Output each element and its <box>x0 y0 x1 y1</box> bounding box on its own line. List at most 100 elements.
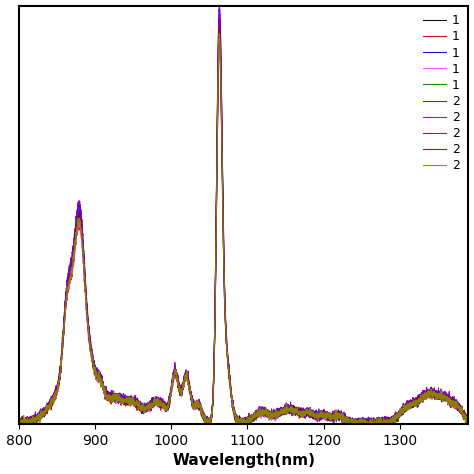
1 <box>17 421 23 427</box>
1 <box>409 401 414 407</box>
2 <box>16 421 22 427</box>
1 <box>208 416 214 421</box>
1 <box>94 377 100 383</box>
1 <box>465 419 471 424</box>
1 <box>94 373 100 379</box>
1 <box>409 403 414 409</box>
2 <box>457 407 463 412</box>
2 <box>16 421 22 427</box>
2 <box>208 417 214 423</box>
Line: 2: 2 <box>19 34 468 424</box>
2 <box>18 421 23 427</box>
1 <box>16 419 22 425</box>
1 <box>457 404 463 410</box>
1 <box>189 399 194 405</box>
2 <box>189 392 194 398</box>
1 <box>208 419 214 425</box>
1 <box>17 421 22 427</box>
1 <box>16 421 22 427</box>
2 <box>409 401 414 406</box>
2 <box>67 263 73 269</box>
Line: 1: 1 <box>19 37 468 424</box>
X-axis label: Wavelength(nm): Wavelength(nm) <box>172 454 315 468</box>
2 <box>217 7 222 13</box>
2 <box>217 13 222 19</box>
2 <box>208 418 214 424</box>
2 <box>465 419 471 425</box>
2 <box>208 417 214 422</box>
1 <box>189 396 194 401</box>
Line: 1: 1 <box>19 31 468 424</box>
Line: 2: 2 <box>19 5 468 424</box>
1 <box>465 418 471 423</box>
2 <box>94 375 100 381</box>
2 <box>16 415 22 421</box>
2 <box>457 408 463 413</box>
2 <box>409 405 414 411</box>
1 <box>67 271 73 277</box>
1 <box>94 373 100 379</box>
2 <box>217 31 222 36</box>
1 <box>67 272 73 277</box>
1 <box>465 419 471 424</box>
1 <box>457 406 463 411</box>
2 <box>67 266 73 272</box>
1 <box>217 18 222 23</box>
1 <box>217 39 222 45</box>
Line: 2: 2 <box>19 27 468 424</box>
2 <box>189 392 194 398</box>
1 <box>94 373 100 378</box>
2 <box>17 421 23 427</box>
1 <box>189 397 194 402</box>
2 <box>217 24 222 30</box>
2 <box>94 365 100 371</box>
1 <box>465 416 471 421</box>
1 <box>16 421 22 427</box>
2 <box>457 410 463 416</box>
2 <box>457 403 463 409</box>
1 <box>457 406 463 412</box>
1 <box>208 417 214 422</box>
2 <box>465 419 471 424</box>
2 <box>409 398 414 404</box>
1 <box>457 408 463 414</box>
Legend: 1, 1, 1, 1, 1, 2, 2, 2, 2, 2: 1, 1, 1, 1, 1, 2, 2, 2, 2, 2 <box>420 12 462 175</box>
2 <box>67 273 73 278</box>
Line: 1: 1 <box>19 42 468 424</box>
1 <box>217 28 222 34</box>
Line: 2: 2 <box>19 16 468 424</box>
2 <box>457 403 463 409</box>
2 <box>16 420 22 426</box>
2 <box>217 2 222 8</box>
2 <box>189 392 194 398</box>
1 <box>208 417 214 423</box>
1 <box>18 421 23 427</box>
Line: 1: 1 <box>19 46 468 424</box>
1 <box>67 274 73 280</box>
2 <box>208 419 214 425</box>
1 <box>189 396 194 401</box>
2 <box>409 402 414 408</box>
1 <box>94 371 100 377</box>
1 <box>16 417 22 422</box>
1 <box>16 418 22 424</box>
1 <box>189 395 194 401</box>
1 <box>217 44 222 49</box>
1 <box>217 34 222 40</box>
1 <box>208 417 214 422</box>
2 <box>208 414 214 420</box>
1 <box>67 264 73 270</box>
1 <box>409 400 414 405</box>
2 <box>465 417 471 422</box>
2 <box>67 276 73 282</box>
2 <box>17 421 22 427</box>
2 <box>94 372 100 378</box>
1 <box>457 409 463 414</box>
2 <box>189 396 194 402</box>
1 <box>409 404 414 410</box>
1 <box>409 403 414 409</box>
2 <box>67 266 73 272</box>
2 <box>465 417 471 422</box>
Line: 1: 1 <box>19 20 468 424</box>
2 <box>465 415 471 420</box>
